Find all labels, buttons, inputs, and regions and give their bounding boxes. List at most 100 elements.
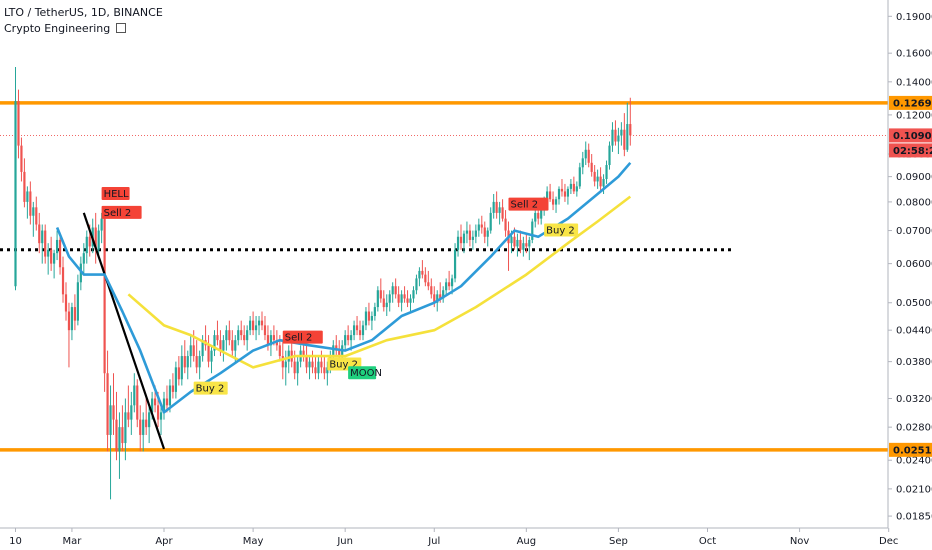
candle-body — [192, 345, 195, 357]
candle-body — [94, 227, 97, 250]
candle-body — [468, 230, 472, 240]
candle-body — [471, 236, 474, 240]
candle-body — [35, 207, 38, 225]
candle-body — [317, 361, 320, 374]
candle-body — [109, 405, 112, 435]
candle-body — [403, 294, 406, 299]
candle-body — [210, 350, 213, 362]
candle-body — [364, 311, 368, 326]
candle-body — [385, 302, 388, 308]
candle-body — [177, 367, 180, 380]
candle-body — [593, 171, 596, 182]
x-tick-label: Jun — [336, 536, 353, 547]
candle-body — [70, 307, 74, 331]
candle-body — [225, 330, 228, 341]
candle-body — [219, 340, 222, 351]
candle-body — [510, 236, 513, 244]
x-tick-label: Mar — [62, 536, 82, 547]
candle-body — [373, 307, 376, 317]
candle-body — [344, 335, 347, 346]
candle-body — [153, 398, 157, 406]
level-price-label: 0.02519 — [893, 445, 932, 456]
candle-body — [629, 124, 632, 136]
candle-body — [121, 427, 124, 444]
price-axis: 0.190000.160000.140000.120000.100000.090… — [887, 0, 932, 528]
candle-body — [492, 201, 495, 213]
sell-signal-box — [101, 187, 130, 201]
candle-body — [136, 385, 139, 420]
candle-body — [311, 361, 314, 368]
candle-body — [145, 419, 148, 428]
x-tick-label: Jul — [427, 536, 440, 547]
candle-body — [38, 224, 41, 244]
candle-body — [421, 270, 424, 275]
candle-body — [382, 298, 385, 308]
candle-body — [590, 162, 593, 172]
last-price-label: 0.10906 — [893, 131, 932, 142]
level-price-tag — [889, 95, 932, 110]
candle-body — [115, 419, 118, 452]
candle-body — [465, 230, 469, 234]
candle-body — [560, 188, 564, 192]
candle-body — [281, 356, 284, 368]
candle-body — [41, 230, 44, 244]
candle-body — [456, 236, 460, 250]
candle-body — [26, 191, 29, 202]
candle-body — [439, 294, 442, 299]
candle-body — [23, 171, 26, 202]
candle-body — [174, 367, 177, 392]
candle-body — [106, 373, 109, 435]
candle-body — [183, 356, 186, 368]
horizontal-levels — [0, 101, 888, 452]
candle-body — [61, 267, 65, 295]
ema-lines — [55, 161, 632, 450]
candle-body — [171, 385, 175, 392]
indicator-legend[interactable]: Crypto Engineering — [4, 22, 126, 35]
candle-body — [266, 335, 270, 346]
candle-body — [519, 239, 522, 250]
candle-body — [623, 129, 626, 150]
candle-body — [305, 356, 308, 368]
candle-body — [358, 330, 362, 336]
ema-fast-line — [55, 161, 632, 414]
candle-body — [400, 294, 403, 303]
candle-body — [88, 236, 91, 247]
candle-body — [397, 294, 400, 303]
candle-body — [418, 270, 421, 279]
candle-body — [409, 298, 412, 303]
candle-body — [332, 345, 335, 357]
candle-body — [534, 212, 537, 222]
candle-body — [350, 335, 353, 341]
candle-body — [168, 385, 172, 406]
candle-body — [596, 176, 599, 182]
candle-body — [415, 278, 418, 291]
candle-body — [388, 294, 391, 303]
candle-body — [537, 212, 540, 219]
candle-body — [513, 236, 516, 247]
candles — [14, 67, 632, 500]
candle-body — [189, 345, 192, 357]
candle-body — [587, 149, 590, 163]
buy-signal-box — [544, 223, 579, 237]
sell-signal-label: HELL — [104, 189, 129, 200]
candle-body — [486, 230, 489, 237]
candle-body — [572, 183, 575, 192]
candle-body — [97, 230, 100, 250]
candle-body — [445, 282, 448, 291]
candle-body — [17, 101, 20, 146]
settings-icon[interactable] — [115, 23, 126, 33]
candle-body — [246, 330, 249, 341]
candle-body — [216, 335, 219, 341]
chart-title: LTO / TetherUS, 1D, BINANCE — [4, 6, 163, 19]
candle-body — [29, 191, 32, 216]
candle-body — [453, 249, 457, 279]
